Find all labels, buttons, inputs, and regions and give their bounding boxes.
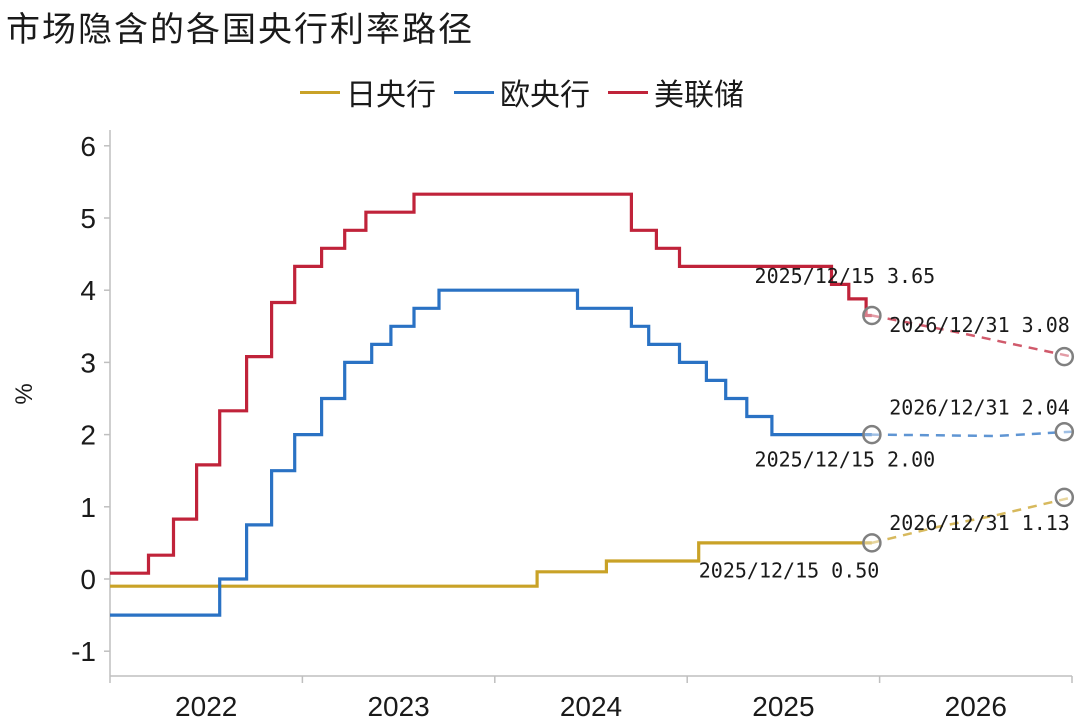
- marker-label: 2025/12/15 3.65: [755, 264, 936, 288]
- y-tick-label: 0: [80, 564, 96, 595]
- series-forecast-eu: [871, 430, 1073, 438]
- legend-item-jp[interactable]: 日央行: [300, 70, 436, 114]
- legend-swatch-jp: [300, 90, 340, 94]
- marker-label: 2025/12/15 0.50: [699, 559, 880, 583]
- y-tick-label: 5: [80, 203, 96, 234]
- legend-item-us[interactable]: 美联储: [608, 70, 744, 114]
- series-line-us: [110, 192, 872, 575]
- series-line-jp: [110, 541, 872, 588]
- x-tick-label: 2025: [752, 691, 814, 722]
- legend: 日央行 欧央行 美联储: [300, 70, 744, 114]
- legend-swatch-us: [608, 90, 648, 94]
- series-forecast-us: [871, 314, 1073, 358]
- chart-title: 市场隐含的各国央行利率路径: [6, 10, 474, 50]
- series-forecast-jp: [871, 496, 1073, 545]
- marker-point: [1054, 421, 1075, 442]
- y-axis-label: %: [11, 383, 38, 404]
- marker-point: [1054, 346, 1075, 367]
- y-tick-label: -1: [71, 636, 96, 667]
- x-tick-label: 2022: [175, 691, 237, 722]
- marker-point: [862, 424, 882, 445]
- y-tick-label: 3: [80, 347, 96, 378]
- marker-label: 2025/12/15 2.00: [755, 447, 936, 471]
- marker-point: [862, 305, 882, 326]
- marker-point: [1054, 487, 1075, 508]
- x-tick-label: 2026: [945, 691, 1007, 722]
- legend-item-eu[interactable]: 欧央行: [454, 70, 590, 114]
- legend-label-us: 美联储: [654, 78, 744, 113]
- y-tick-label: 2: [80, 420, 96, 451]
- y-tick-label: 1: [80, 492, 96, 523]
- series-line-eu: [110, 288, 872, 617]
- legend-swatch-eu: [454, 90, 494, 94]
- marker-point: [862, 533, 882, 553]
- x-tick-label: 2024: [560, 691, 622, 722]
- y-tick-label: 6: [80, 131, 96, 162]
- x-tick-label: 2023: [367, 691, 429, 722]
- marker-label: 2026/12/31 2.04: [889, 395, 1070, 419]
- legend-label-eu: 欧央行: [500, 78, 590, 113]
- y-tick-label: 4: [80, 275, 96, 306]
- marker-label: 2026/12/31 3.08: [889, 313, 1070, 337]
- legend-label-jp: 日央行: [346, 78, 436, 113]
- marker-label: 2026/12/31 1.13: [889, 511, 1070, 535]
